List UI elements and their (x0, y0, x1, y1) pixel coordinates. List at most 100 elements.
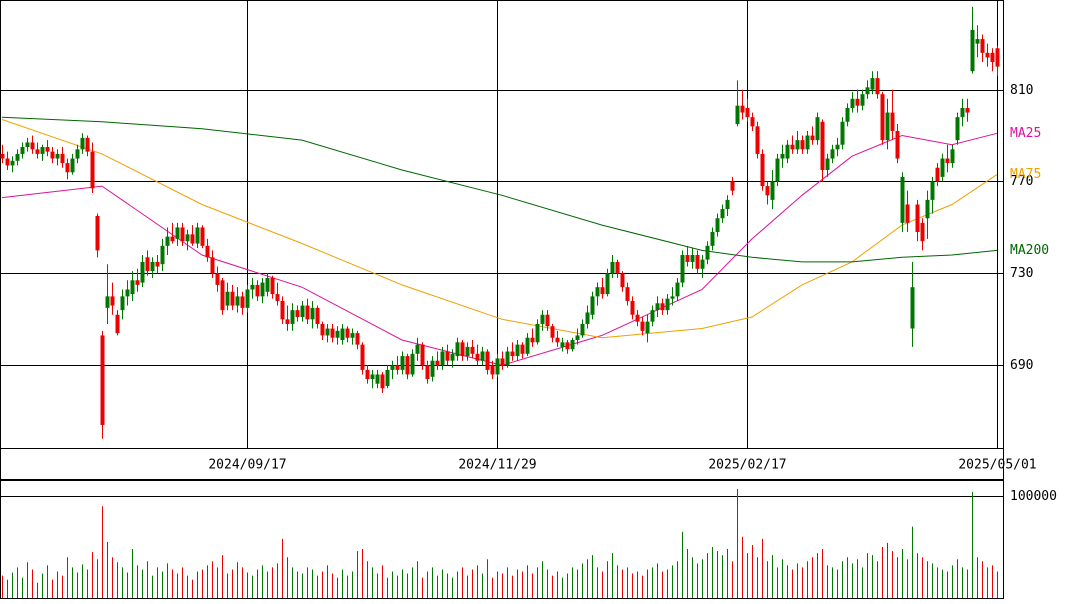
candle-body (750, 117, 755, 127)
candle-body (490, 365, 495, 375)
price-panel (0, 0, 1004, 449)
candle-body (990, 52, 995, 63)
candle-body (120, 296, 125, 311)
candle-body (845, 107, 850, 122)
candle-body (905, 204, 910, 223)
candle-body (365, 369, 370, 380)
candle-body (550, 326, 555, 338)
candle-body (235, 296, 240, 306)
candle-body (575, 335, 580, 341)
candle-body (440, 351, 445, 366)
candle-body (230, 291, 235, 306)
candle-body (665, 298, 670, 311)
candle-body (315, 307, 320, 324)
candle-body (870, 78, 875, 90)
candle-body (785, 144, 790, 159)
candle-body (360, 344, 365, 370)
candle-body (240, 296, 245, 308)
candle-body (795, 140, 800, 150)
candle-body (205, 245, 210, 258)
candle-body (340, 328, 345, 341)
candle-body (670, 296, 675, 299)
candle-body (565, 342, 570, 350)
candle-body (225, 291, 230, 306)
candle-body (5, 158, 10, 166)
candle-body (970, 29, 975, 72)
candle-body (400, 356, 405, 370)
candle-body (25, 142, 30, 148)
candle-body (375, 374, 380, 384)
candle-body (80, 137, 85, 150)
candle-body (835, 144, 840, 150)
candle-body (735, 105, 740, 125)
candle-body (880, 94, 885, 141)
candle-body (545, 314, 550, 327)
candle-body (675, 282, 680, 297)
candle-body (935, 167, 940, 182)
candle-body (655, 303, 660, 311)
moving-average (1, 116, 998, 263)
candle-body (60, 153, 65, 164)
candle-body (455, 342, 460, 357)
candle-body (775, 158, 780, 182)
candle-body (920, 222, 925, 242)
legend-label: MA25 (1010, 126, 1041, 141)
candle-body (760, 153, 765, 187)
candle-body (820, 121, 825, 171)
candle-body (370, 374, 375, 380)
candle-body (755, 126, 760, 154)
candle-body (200, 227, 205, 246)
candle-body (745, 107, 750, 118)
candle-body (530, 337, 535, 343)
candle-body (125, 289, 130, 297)
candle-body (560, 342, 565, 347)
candle-body (445, 351, 450, 361)
candle-body (480, 351, 485, 361)
candle-body (965, 107, 970, 113)
candle-body (0, 153, 5, 159)
candle-body (310, 307, 315, 320)
candle-body (915, 204, 920, 233)
candle-body (805, 135, 810, 150)
candle-body (190, 234, 195, 244)
candle-body (640, 321, 645, 331)
candle-body (850, 98, 855, 108)
candle-body (500, 358, 505, 366)
candle-body (570, 340, 575, 350)
y-tick-label: 690 (1010, 358, 1033, 373)
candle-body (980, 39, 985, 53)
candle-body (305, 305, 310, 320)
candle-body (245, 289, 250, 308)
candle-body (95, 215, 100, 251)
candle-body (515, 344, 520, 357)
candle-body (910, 287, 915, 329)
candle-body (685, 255, 690, 262)
candle-body (800, 140, 805, 150)
candle-body (140, 261, 145, 283)
x-tick-label: 2024/09/17 (208, 458, 286, 473)
candle-body (10, 160, 15, 166)
candle-body (185, 234, 190, 242)
candle-body (65, 163, 70, 173)
candle-body (215, 273, 220, 285)
candle-body (35, 149, 40, 154)
candle-body (695, 255, 700, 269)
candle-body (830, 149, 835, 159)
candle-body (645, 321, 650, 334)
candle-body (435, 360, 440, 366)
candle-body (145, 257, 150, 272)
candle-body (770, 181, 775, 200)
candle-body (615, 261, 620, 274)
x-tick-label: 2025/02/17 (708, 458, 786, 473)
candle-body (195, 227, 200, 244)
candle-body (280, 300, 285, 320)
candle-body (945, 158, 950, 164)
moving-average (1, 119, 998, 339)
candle-body (405, 356, 410, 375)
candle-body (325, 328, 330, 336)
candle-body (535, 323, 540, 343)
candle-body (740, 105, 745, 113)
candle-body (430, 360, 435, 377)
